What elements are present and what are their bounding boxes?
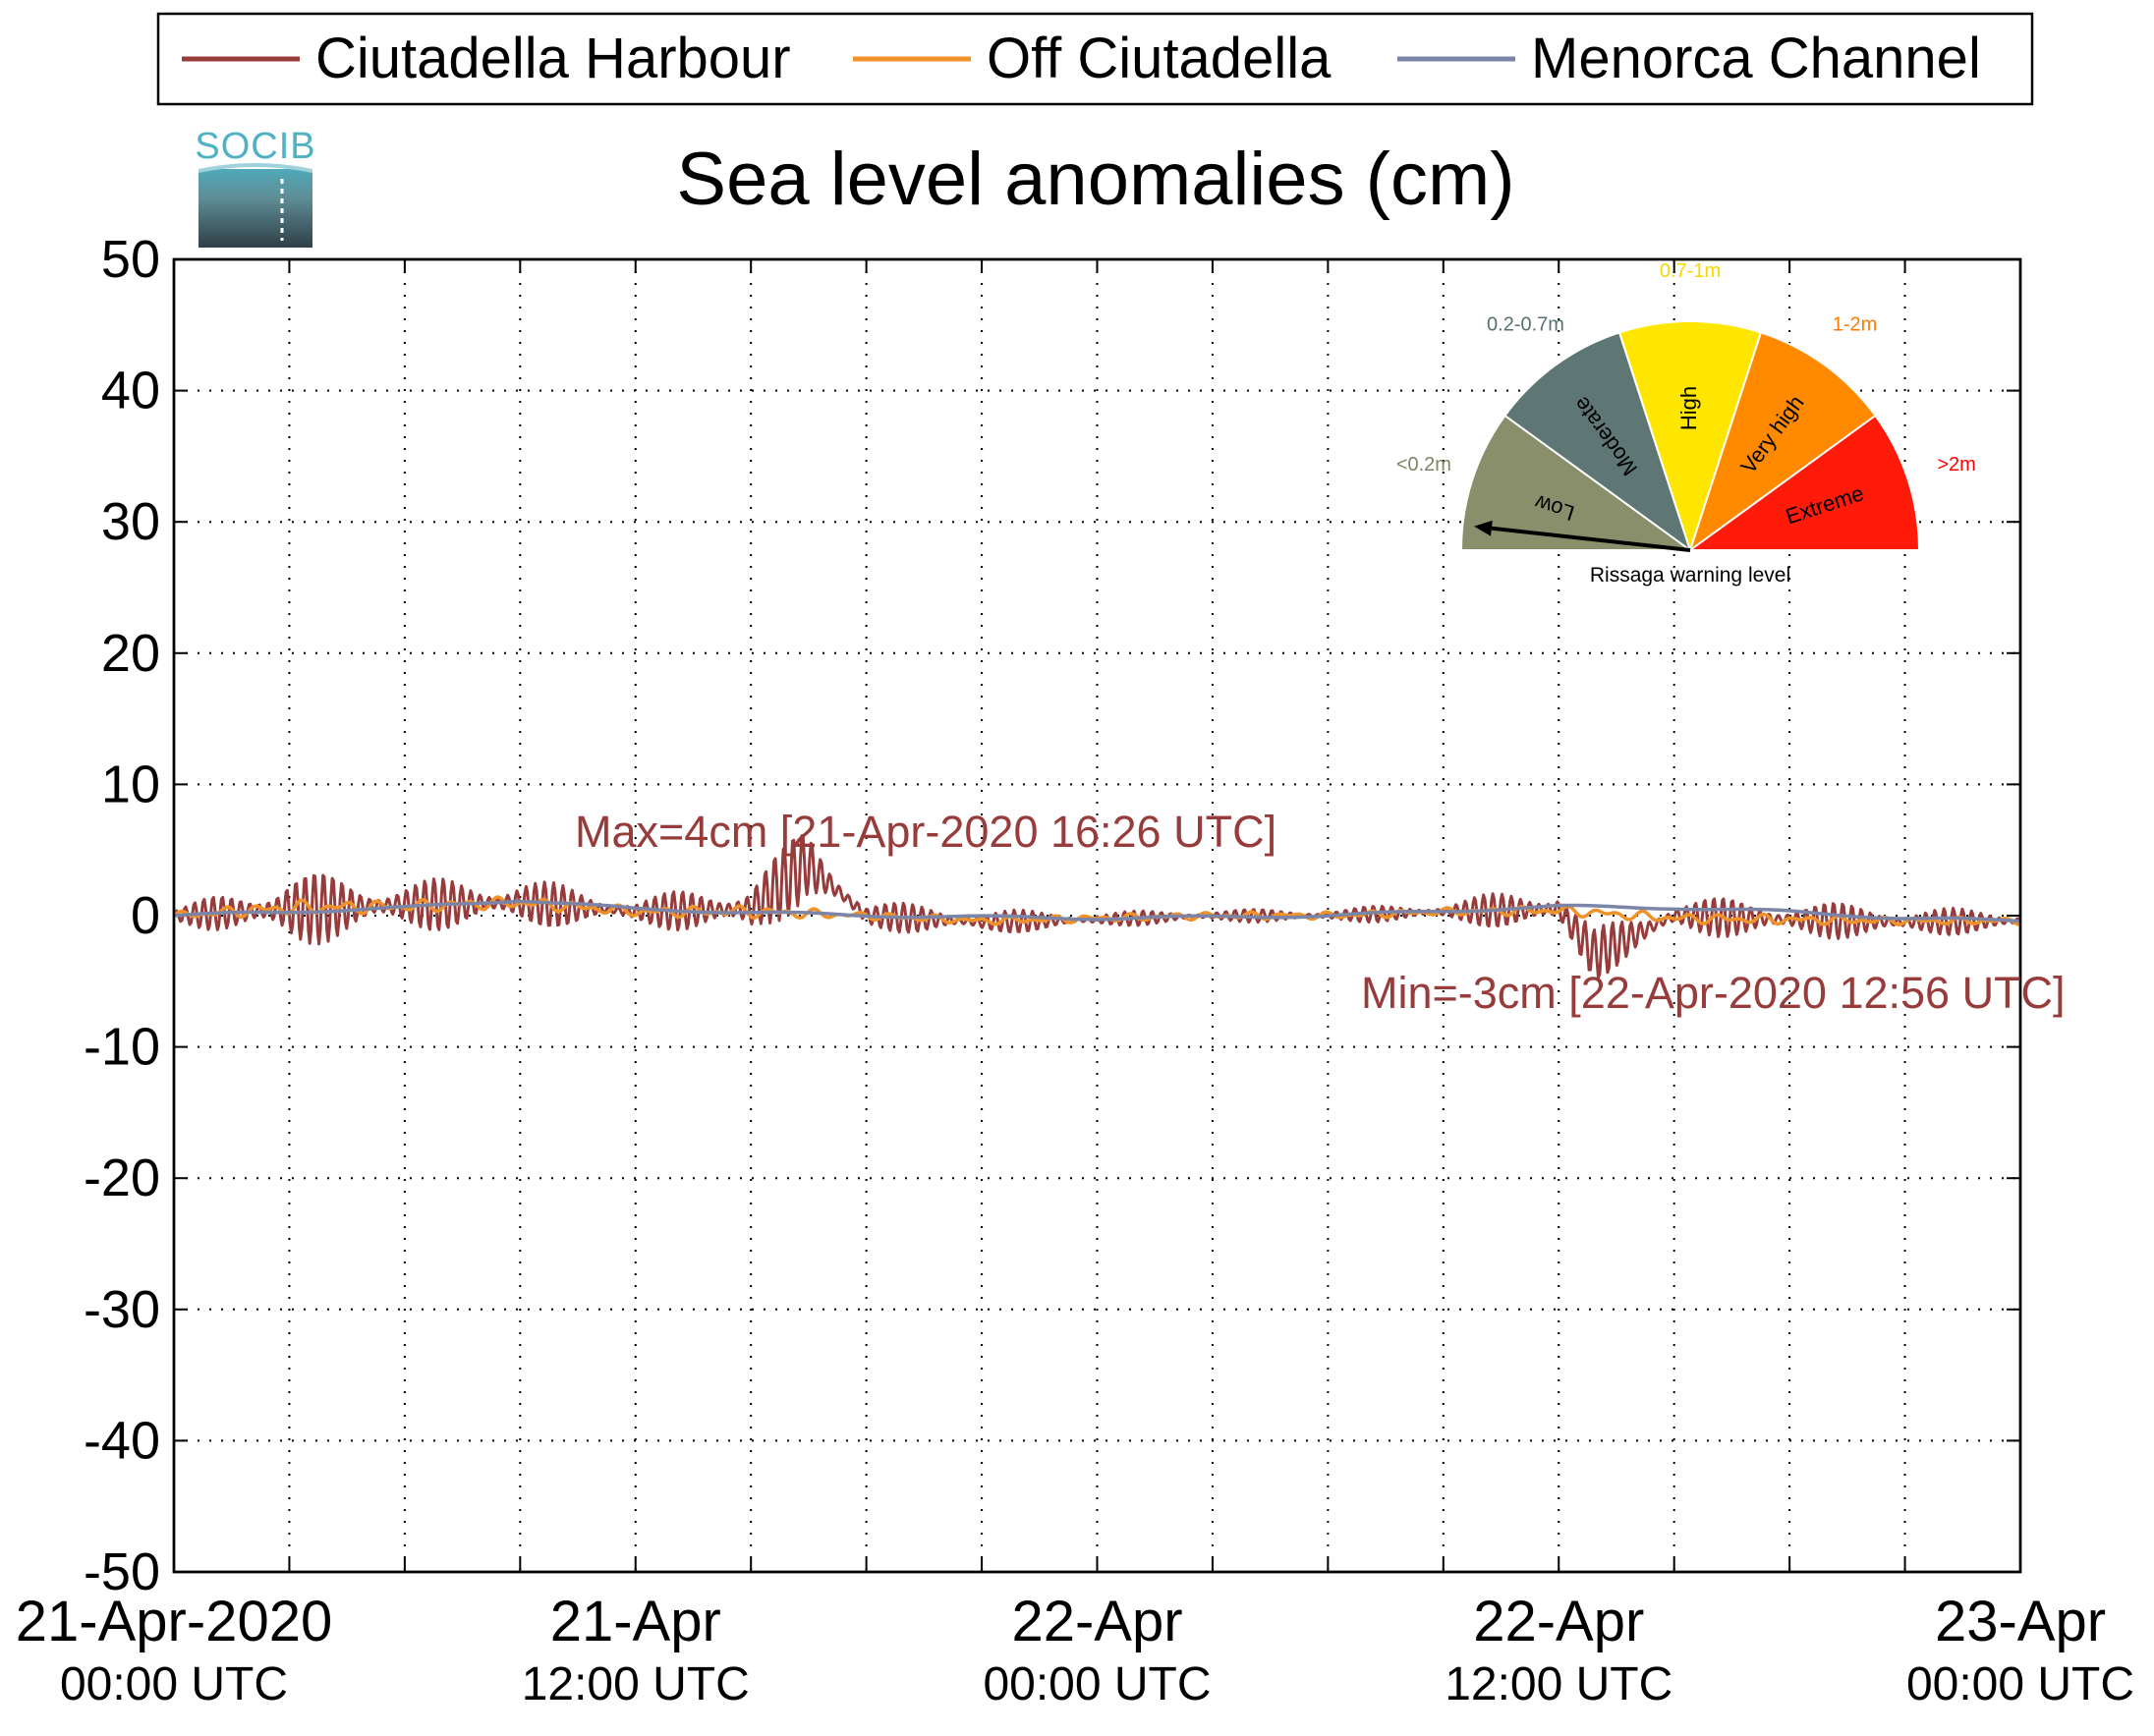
legend-box [156, 12, 2034, 106]
gauge-title: Rissaga warning level [1590, 564, 1790, 587]
y-tick-label: -20 [84, 1148, 160, 1207]
x-tick-sublabel: 00:00 UTC [60, 1658, 288, 1710]
legend-items: Ciutadella Harbour Off Ciutadella Menorca … [182, 27, 1981, 90]
gauge-range-label: 1-2m [1833, 313, 1878, 335]
gauge-needle-head [1474, 520, 1493, 536]
legend-label: Menorca Channel [1531, 27, 1981, 90]
logo-wave [198, 163, 312, 173]
y-tick-label: -30 [84, 1280, 160, 1339]
y-tick-label: 0 [131, 886, 160, 945]
x-tick-label: 22-Apr [1473, 1590, 1644, 1653]
plot-frame-top [172, 257, 2022, 1574]
y-tick-label: -40 [84, 1411, 160, 1470]
x-tick-sublabel: 00:00 UTC [1906, 1658, 2134, 1710]
x-tick-label: 23-Apr [1935, 1590, 2106, 1653]
gauge-needle [1491, 526, 1691, 552]
socib-logo: SOCIB [195, 126, 315, 248]
gauge-range-label: 0.7-1m [1660, 260, 1721, 282]
x-tick-sublabel: 12:00 UTC [522, 1658, 750, 1710]
series-line-menorca-channel [173, 899, 2021, 924]
x-tick-label: 21-Apr-2020 [16, 1590, 332, 1653]
x-tick-sublabel: 00:00 UTC [983, 1658, 1211, 1710]
y-tick-label: 40 [101, 362, 160, 420]
grid [174, 259, 2020, 1572]
y-tick-label: -10 [84, 1018, 160, 1077]
legend: Ciutadella Harbour Off Ciutadella Menorca … [156, 12, 2034, 106]
gauge-sector-extreme [1686, 414, 1921, 551]
max-annotation: Max=4cm [21-Apr-2020 16:26 UTC] [575, 807, 1276, 857]
chart-title: Sea level anomalies (cm) [676, 138, 1514, 221]
gauge-sector-high [1617, 319, 1763, 554]
logo-body [198, 169, 312, 248]
x-tick-sublabel: 12:00 UTC [1445, 1658, 1672, 1710]
x-tick-label: 22-Apr [1011, 1590, 1182, 1653]
series-layer [172, 834, 2022, 980]
gauge-sector-very-high [1688, 331, 1877, 553]
legend-label: Ciutadella Harbour [315, 27, 791, 90]
y-tick-label: 10 [101, 755, 160, 813]
x-tick-label: 21-Apr [550, 1590, 721, 1653]
gauge-sector-low [1459, 414, 1694, 551]
y-tick-label: 30 [101, 492, 160, 551]
gauge-sector-moderate [1503, 331, 1692, 553]
gauge-sector-label: High [1676, 386, 1701, 430]
y-tick-label: 50 [101, 230, 160, 289]
y-tick-label: -50 [84, 1542, 160, 1601]
logo-text: SOCIB [195, 126, 315, 167]
y-axis: 50 40 30 20 10 0 -10 -20 -30 -40 -50 [84, 230, 2020, 1601]
legend-label: Off Ciutadella [987, 27, 1332, 90]
y-tick-label: 20 [101, 624, 160, 683]
gauge-range-label: 0.2-0.7m [1487, 313, 1564, 335]
series-line-ciutadella-harbour [172, 834, 2022, 980]
gauge-range-label: <0.2m [1396, 454, 1451, 476]
gauge-range-label: >2m [1937, 454, 1975, 476]
min-annotation: Min=-3cm [22-Apr-2020 12:56 UTC] [1361, 968, 2066, 1018]
